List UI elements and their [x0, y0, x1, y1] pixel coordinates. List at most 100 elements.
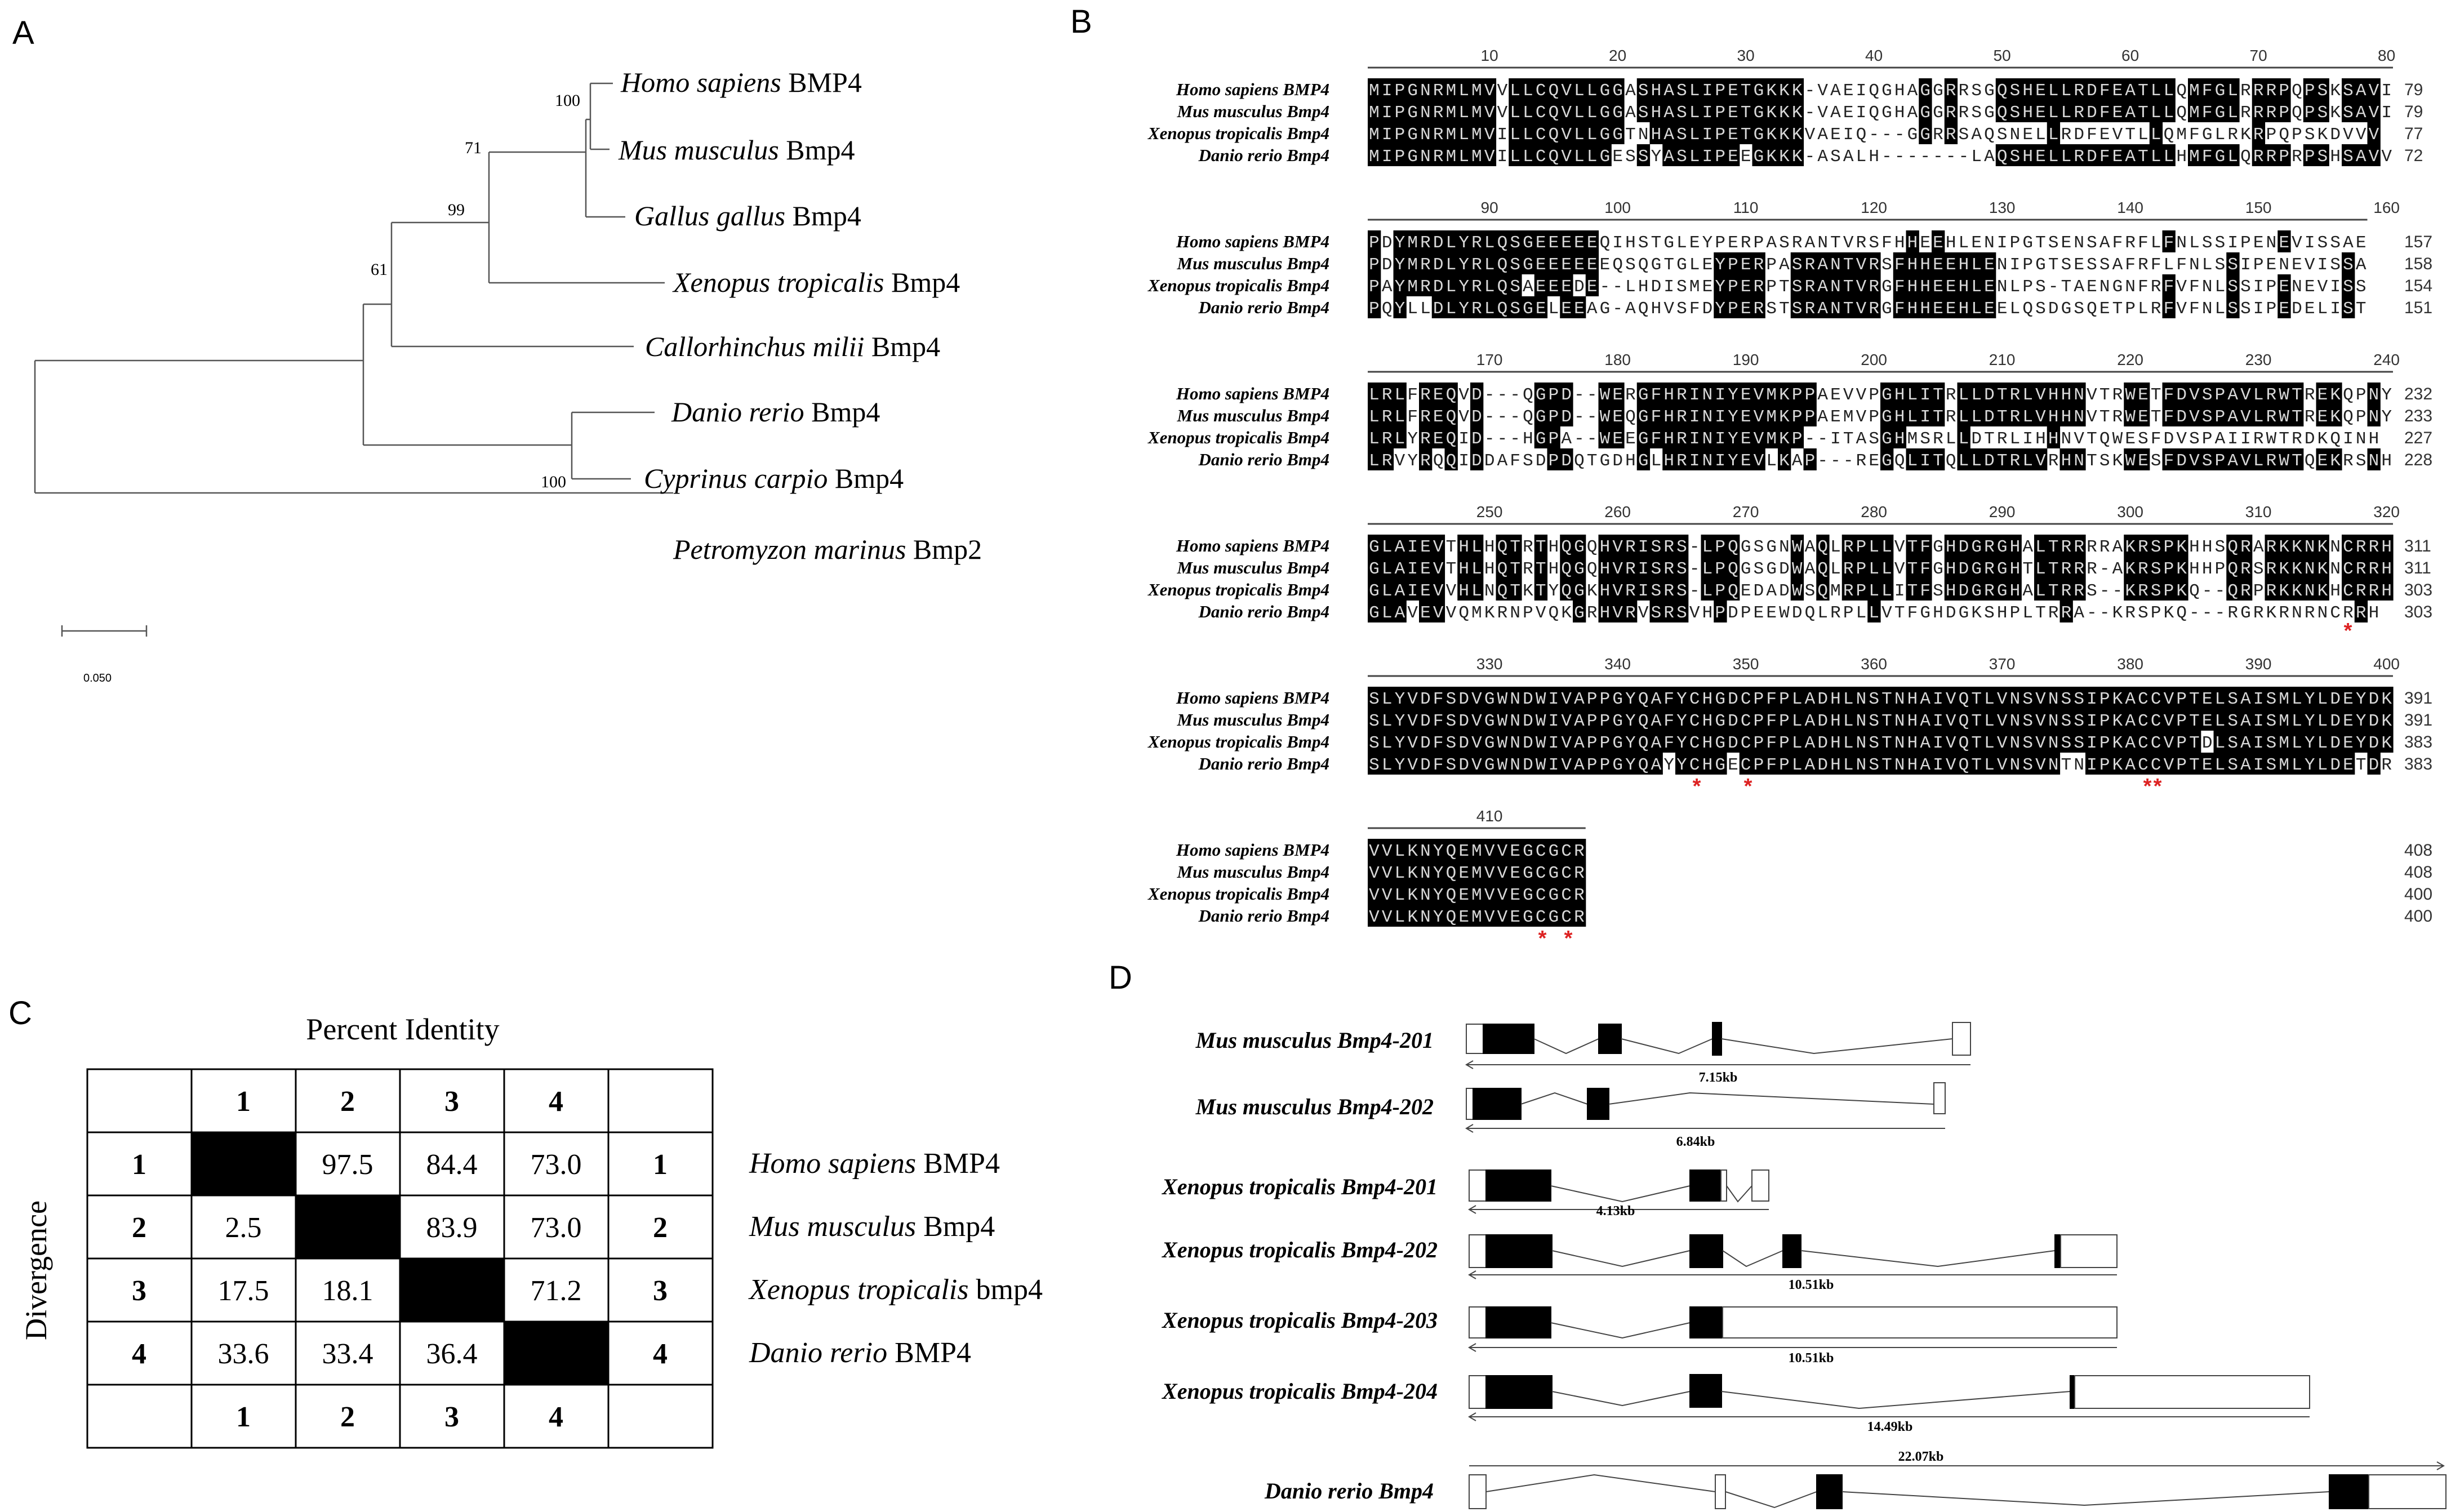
alignment-residue: D: [2330, 711, 2341, 731]
alignment-identity-cell: [1547, 252, 1560, 274]
alignment-species-label: Homo sapiens BMP4: [1176, 840, 1329, 860]
alignment-residue: V: [1856, 385, 1867, 405]
alignment-residue: A: [2074, 277, 2084, 297]
alignment-residue: C: [2151, 711, 2161, 731]
alignment-residue: G: [1933, 537, 1943, 557]
alignment-residue: N: [1894, 755, 1905, 775]
alignment-identity-cell: [1431, 274, 1445, 296]
alignment-identity-cell: [2213, 78, 2227, 100]
alignment-residue: L: [2010, 277, 2021, 297]
alignment-residue: P: [2356, 407, 2367, 427]
alignment-residue: D: [2292, 299, 2302, 319]
matrix-row-names: Homo sapiens BMP4 Mus musculus Bmp4 Xeno…: [748, 1148, 1043, 1369]
alignment-residue: D: [1433, 277, 1444, 297]
alignment-residue: Y: [2356, 711, 2367, 731]
alignment-identity-cell: [2098, 78, 2112, 100]
alignment-residue: E: [1561, 233, 1572, 253]
alignment-residue: K: [1779, 103, 1790, 123]
alignment-residue: E: [1933, 277, 1943, 297]
alignment-residue: E: [1946, 277, 1956, 297]
alignment-residue: R: [2138, 581, 2148, 601]
alignment-identity-cell: [2265, 78, 2278, 100]
alignment-residue: L: [2151, 125, 2161, 145]
alignment-residue: F: [2202, 147, 2213, 167]
alignment-residue: S: [2151, 581, 2161, 601]
alignment-residue: N: [1856, 733, 1867, 753]
alignment-residue: K: [2279, 581, 2289, 601]
alignment-residue: D: [1959, 537, 1969, 557]
alignment-end-position: 408: [2404, 841, 2432, 860]
alignment-residue: -: [1484, 429, 1495, 449]
alignment-residue: Q: [2330, 429, 2341, 449]
alignment-residue: S: [1651, 559, 1662, 579]
alignment-residue: E: [2061, 233, 2072, 253]
alignment-residue: P: [1728, 299, 1738, 319]
alignment-residue: E: [1933, 255, 1943, 275]
alignment-identity-cell: [1444, 78, 1458, 100]
alignment-residue: K: [2381, 711, 2392, 731]
alignment-residue: Q: [1728, 581, 1738, 601]
alignment-end-position: 151: [2404, 299, 2432, 317]
alignment-residue: V: [2189, 451, 2200, 471]
alignment-residue: I: [1843, 125, 1854, 145]
alignment-residue: V: [1369, 886, 1380, 905]
alignment-residue: C: [2138, 690, 2148, 709]
alignment-residue: H: [2381, 451, 2392, 471]
alignment-residue: G: [1881, 103, 1892, 123]
alignment-residue: S: [2330, 255, 2341, 275]
alignment-residue: H: [1549, 537, 1559, 557]
alignment-residue: D: [2176, 407, 2187, 427]
alignment-identity-cell: [1944, 100, 1958, 122]
alignment-residue: D: [1458, 711, 1469, 731]
alignment-residue: M: [1471, 908, 1482, 927]
alignment-residue: N: [1510, 755, 1520, 775]
alignment-residue: I: [2087, 755, 2097, 775]
alignment-identity-cell: [1560, 78, 1573, 100]
alignment-residue: V: [1433, 581, 1444, 601]
alignment-residue: A: [2022, 537, 2033, 557]
alignment-residue: M: [1471, 886, 1482, 905]
alignment-residue: P: [1523, 603, 1533, 623]
alignment-residue: V: [2164, 690, 2174, 709]
alignment-residue: N: [2317, 603, 2328, 623]
alignment-identity-cell: [2303, 100, 2317, 122]
alignment-residue: L: [1574, 125, 1585, 145]
alignment-identity-cell: [1534, 252, 1548, 274]
alignment-residue: T: [2189, 711, 2200, 731]
alignment-residue: L: [2317, 755, 2328, 775]
alignment-residue: V: [1497, 908, 1508, 927]
alignment-residue: S: [2035, 277, 2046, 297]
alignment-residue: A: [1817, 255, 1828, 275]
alignment-residue: N: [2305, 537, 2315, 557]
alignment-residue: L: [2253, 385, 2264, 405]
alignment-identity-cell: [1406, 122, 1420, 144]
alignment-residue: G: [1484, 733, 1495, 753]
alignment-residue: D: [2202, 733, 2213, 753]
alignment-identity-cell: [1573, 252, 1586, 274]
alignment-identity-cell: [1444, 274, 1458, 296]
alignment-residue: G: [1369, 537, 1380, 557]
alignment-residue: -: [2099, 603, 2110, 623]
alignment-residue: Q: [1638, 690, 1649, 709]
alignment-residue: L: [1395, 429, 1405, 449]
alignment-residue: H: [2022, 103, 2033, 123]
alignment-residue: F: [1407, 385, 1418, 405]
alignment-identity-cell: [1483, 252, 1497, 274]
alignment-residue: G: [1549, 908, 1559, 927]
alignment-residue: T: [1881, 711, 1892, 731]
alignment-residue: D: [1817, 755, 1828, 775]
alignment-residue: N: [1420, 125, 1431, 145]
alignment-identity-cell: [1585, 144, 1599, 166]
alignment-residue: R: [1471, 233, 1482, 253]
alignment-residue: L: [1856, 147, 1867, 167]
scale-bar-label: 0.050: [83, 672, 112, 684]
alignment-residue: L: [1843, 733, 1854, 753]
alignment-residue: P: [2305, 81, 2315, 101]
alignment-position-tick: 70: [2250, 47, 2267, 64]
alignment-residue: -: [2202, 603, 2213, 623]
alignment-residue: I: [1689, 451, 1700, 471]
alignment-residue: T: [1933, 407, 1943, 427]
alignment-residue: H: [1663, 429, 1674, 449]
alignment-residue: S: [1869, 755, 1879, 775]
alignment-identity-cell: [1739, 122, 1753, 144]
